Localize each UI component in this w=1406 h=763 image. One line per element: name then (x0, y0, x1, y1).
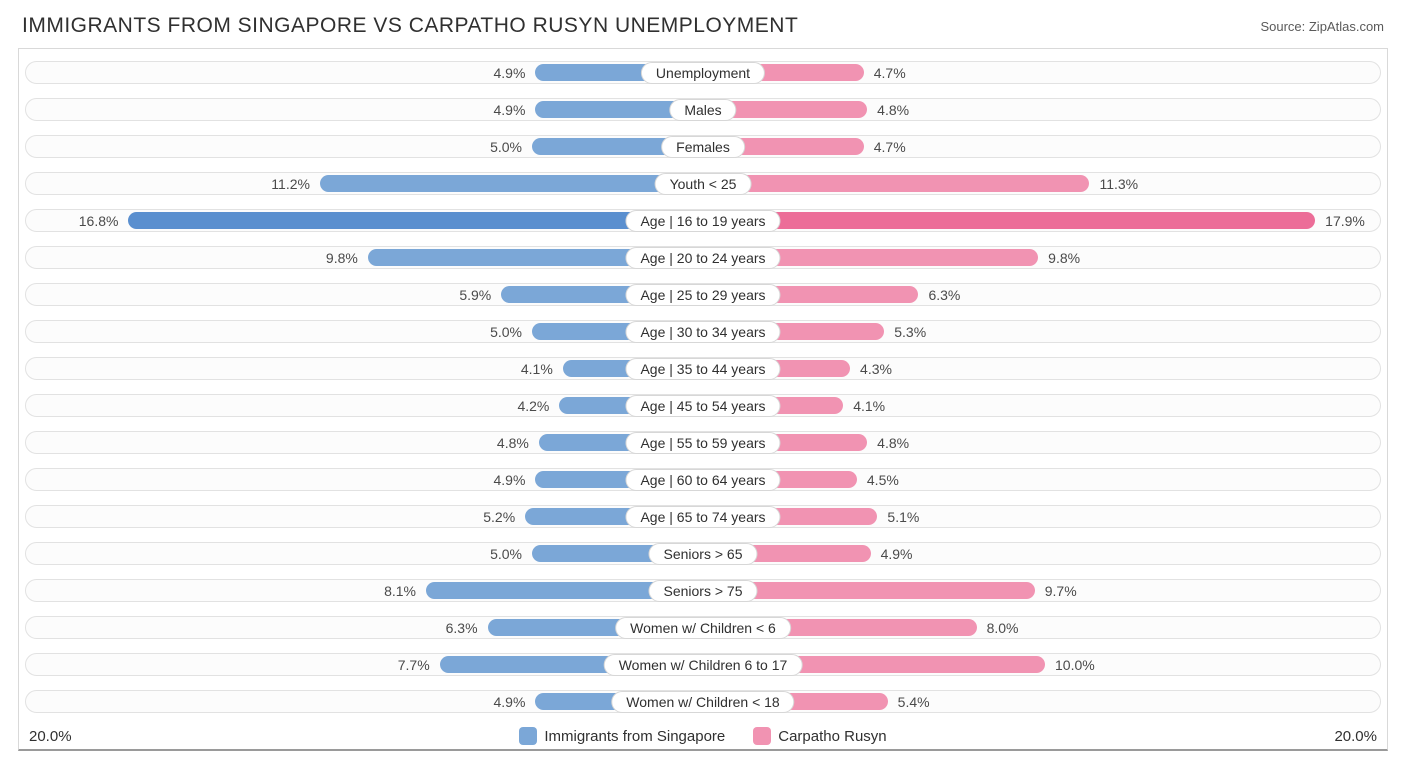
category-label: Women w/ Children < 6 (615, 617, 791, 639)
category-label: Age | 60 to 64 years (625, 469, 780, 491)
legend-item-right: Carpatho Rusyn (753, 727, 886, 745)
bar-right (703, 212, 1315, 229)
axis-max-right: 20.0% (1334, 728, 1377, 745)
category-label: Women w/ Children 6 to 17 (604, 654, 803, 676)
value-right: 10.0% (1055, 657, 1095, 673)
legend: Immigrants from Singapore Carpatho Rusyn (519, 727, 886, 745)
bar-left (320, 175, 703, 192)
category-label: Males (669, 99, 736, 121)
category-label: Seniors > 65 (649, 543, 758, 565)
chart-row: 9.8% 9.8% Age | 20 to 24 years (19, 240, 1387, 275)
chart-row: 4.8% 4.8% Age | 55 to 59 years (19, 425, 1387, 460)
value-right: 4.3% (860, 361, 892, 377)
value-right: 17.9% (1325, 213, 1365, 229)
legend-label-right: Carpatho Rusyn (778, 728, 886, 745)
value-left: 5.2% (483, 509, 515, 525)
value-left: 4.8% (497, 435, 529, 451)
value-left: 6.3% (446, 620, 478, 636)
chart-row: 5.0% 4.9% Seniors > 65 (19, 536, 1387, 571)
value-left: 4.9% (494, 472, 526, 488)
category-label: Age | 55 to 59 years (625, 432, 780, 454)
value-left: 5.9% (459, 287, 491, 303)
value-left: 4.2% (517, 398, 549, 414)
value-right: 4.8% (877, 102, 909, 118)
value-right: 6.3% (928, 287, 960, 303)
value-right: 9.7% (1045, 583, 1077, 599)
category-label: Age | 20 to 24 years (625, 247, 780, 269)
value-right: 9.8% (1048, 250, 1080, 266)
chart-row: 5.0% 4.7% Females (19, 129, 1387, 164)
legend-swatch-right (753, 727, 771, 745)
chart-row: 4.9% 4.8% Males (19, 92, 1387, 127)
value-left: 11.2% (271, 176, 310, 192)
chart-row: 4.9% 4.5% Age | 60 to 64 years (19, 462, 1387, 497)
legend-item-left: Immigrants from Singapore (519, 727, 725, 745)
value-left: 9.8% (326, 250, 358, 266)
diverging-bar-chart: 4.9% 4.7% Unemployment 4.9% 4.8% Males 5.0% 4.7… (18, 48, 1388, 751)
chart-row: 16.8% 17.9% Age | 16 to 19 years (19, 203, 1387, 238)
value-right: 4.7% (874, 139, 906, 155)
value-right: 5.1% (887, 509, 919, 525)
value-left: 4.9% (494, 102, 526, 118)
chart-row: 4.1% 4.3% Age | 35 to 44 years (19, 351, 1387, 386)
value-right: 4.5% (867, 472, 899, 488)
value-right: 4.7% (874, 65, 906, 81)
legend-swatch-left (519, 727, 537, 745)
value-left: 8.1% (384, 583, 416, 599)
chart-row: 4.2% 4.1% Age | 45 to 54 years (19, 388, 1387, 423)
axis-max-left: 20.0% (29, 728, 72, 745)
category-label: Youth < 25 (655, 173, 752, 195)
category-label: Females (661, 136, 745, 158)
legend-label-left: Immigrants from Singapore (544, 728, 725, 745)
chart-title: IMMIGRANTS FROM SINGAPORE VS CARPATHO RU… (22, 14, 798, 38)
chart-footer: 20.0% Immigrants from Singapore Carpatho… (19, 721, 1387, 749)
value-left: 5.0% (490, 139, 522, 155)
value-left: 5.0% (490, 324, 522, 340)
chart-row: 5.2% 5.1% Age | 65 to 74 years (19, 499, 1387, 534)
chart-row: 7.7% 10.0% Women w/ Children 6 to 17 (19, 647, 1387, 682)
chart-row: 8.1% 9.7% Seniors > 75 (19, 573, 1387, 608)
value-right: 5.4% (898, 694, 930, 710)
value-right: 4.1% (853, 398, 885, 414)
bar-right (703, 175, 1089, 192)
value-left: 4.9% (494, 65, 526, 81)
value-left: 4.1% (521, 361, 553, 377)
chart-row: 5.9% 6.3% Age | 25 to 29 years (19, 277, 1387, 312)
value-right: 5.3% (894, 324, 926, 340)
chart-row: 6.3% 8.0% Women w/ Children < 6 (19, 610, 1387, 645)
category-label: Age | 45 to 54 years (625, 395, 780, 417)
value-left: 5.0% (490, 546, 522, 562)
value-left: 4.9% (494, 694, 526, 710)
category-label: Age | 25 to 29 years (625, 284, 780, 306)
category-label: Age | 65 to 74 years (625, 506, 780, 528)
value-right: 8.0% (987, 620, 1019, 636)
value-left: 16.8% (79, 213, 119, 229)
chart-row: 11.2% 11.3% Youth < 25 (19, 166, 1387, 201)
category-label: Age | 16 to 19 years (625, 210, 780, 232)
chart-row: 4.9% 5.4% Women w/ Children < 18 (19, 684, 1387, 719)
value-right: 11.3% (1099, 176, 1138, 192)
value-right: 4.8% (877, 435, 909, 451)
bar-left (128, 212, 703, 229)
header: IMMIGRANTS FROM SINGAPORE VS CARPATHO RU… (18, 14, 1388, 38)
chart-row: 5.0% 5.3% Age | 30 to 34 years (19, 314, 1387, 349)
value-left: 7.7% (398, 657, 430, 673)
category-label: Seniors > 75 (649, 580, 758, 602)
category-label: Unemployment (641, 62, 765, 84)
category-label: Age | 35 to 44 years (625, 358, 780, 380)
chart-row: 4.9% 4.7% Unemployment (19, 55, 1387, 90)
category-label: Age | 30 to 34 years (625, 321, 780, 343)
source-label: Source: ZipAtlas.com (1260, 19, 1384, 34)
value-right: 4.9% (881, 546, 913, 562)
category-label: Women w/ Children < 18 (611, 691, 794, 713)
